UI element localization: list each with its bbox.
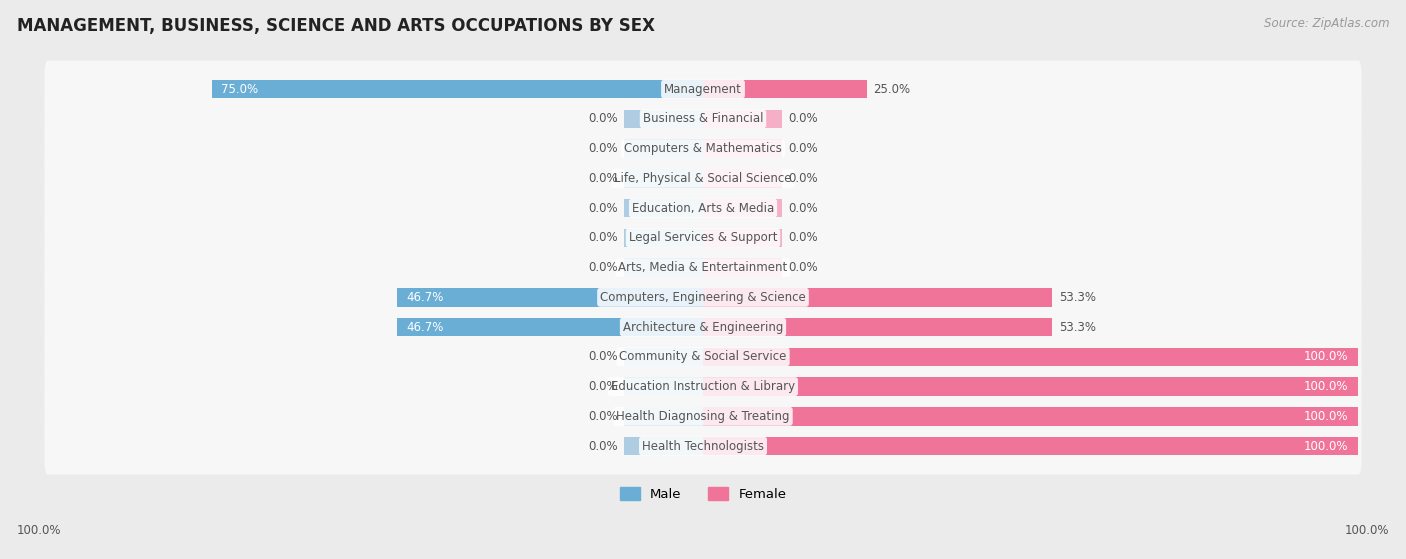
FancyBboxPatch shape [45, 358, 1361, 415]
Text: Health Diagnosing & Treating: Health Diagnosing & Treating [616, 410, 790, 423]
FancyBboxPatch shape [45, 269, 1361, 326]
Text: 25.0%: 25.0% [873, 83, 911, 96]
Bar [703, 318, 1052, 337]
Text: Computers, Engineering & Science: Computers, Engineering & Science [600, 291, 806, 304]
Text: 0.0%: 0.0% [789, 202, 818, 215]
Text: 100.0%: 100.0% [1303, 350, 1348, 363]
Bar [703, 139, 782, 158]
FancyBboxPatch shape [45, 179, 1361, 236]
Bar [703, 110, 782, 128]
Bar [703, 437, 1358, 455]
Legend: Male, Female: Male, Female [614, 481, 792, 506]
Text: Arts, Media & Entertainment: Arts, Media & Entertainment [619, 261, 787, 274]
Text: 0.0%: 0.0% [789, 172, 818, 185]
Text: 0.0%: 0.0% [588, 231, 617, 244]
Text: 100.0%: 100.0% [1303, 410, 1348, 423]
Bar [703, 258, 782, 277]
Text: Computers & Mathematics: Computers & Mathematics [624, 142, 782, 155]
Text: 75.0%: 75.0% [221, 83, 259, 96]
Bar [396, 288, 703, 306]
Text: Architecture & Engineering: Architecture & Engineering [623, 320, 783, 334]
Bar [624, 110, 703, 128]
Text: Management: Management [664, 83, 742, 96]
Text: Education, Arts & Media: Education, Arts & Media [631, 202, 775, 215]
FancyBboxPatch shape [45, 91, 1361, 148]
Text: 0.0%: 0.0% [588, 410, 617, 423]
Bar [703, 80, 868, 98]
Bar [624, 437, 703, 455]
Bar [703, 288, 1052, 306]
Text: 100.0%: 100.0% [1303, 439, 1348, 453]
FancyBboxPatch shape [45, 239, 1361, 296]
Bar [624, 407, 703, 425]
FancyBboxPatch shape [45, 328, 1361, 385]
Text: 53.3%: 53.3% [1059, 291, 1095, 304]
Text: 0.0%: 0.0% [789, 142, 818, 155]
Bar [703, 229, 782, 247]
Bar [703, 169, 782, 188]
Text: Business & Financial: Business & Financial [643, 112, 763, 125]
Bar [624, 377, 703, 396]
Text: 0.0%: 0.0% [789, 231, 818, 244]
Bar [703, 407, 1358, 425]
Text: Health Technologists: Health Technologists [643, 439, 763, 453]
Text: 0.0%: 0.0% [588, 172, 617, 185]
FancyBboxPatch shape [45, 418, 1361, 475]
FancyBboxPatch shape [45, 209, 1361, 267]
Text: Life, Physical & Social Science: Life, Physical & Social Science [614, 172, 792, 185]
Text: 46.7%: 46.7% [406, 291, 444, 304]
Text: Education Instruction & Library: Education Instruction & Library [612, 380, 794, 393]
Text: MANAGEMENT, BUSINESS, SCIENCE AND ARTS OCCUPATIONS BY SEX: MANAGEMENT, BUSINESS, SCIENCE AND ARTS O… [17, 17, 655, 35]
Text: 46.7%: 46.7% [406, 320, 444, 334]
Text: Legal Services & Support: Legal Services & Support [628, 231, 778, 244]
Text: Community & Social Service: Community & Social Service [619, 350, 787, 363]
FancyBboxPatch shape [45, 299, 1361, 356]
Bar [396, 318, 703, 337]
Text: 100.0%: 100.0% [1344, 524, 1389, 537]
FancyBboxPatch shape [45, 120, 1361, 177]
Text: 0.0%: 0.0% [789, 261, 818, 274]
Text: Source: ZipAtlas.com: Source: ZipAtlas.com [1264, 17, 1389, 30]
Text: 100.0%: 100.0% [1303, 380, 1348, 393]
Text: 0.0%: 0.0% [588, 439, 617, 453]
FancyBboxPatch shape [45, 150, 1361, 207]
FancyBboxPatch shape [45, 60, 1361, 117]
Text: 0.0%: 0.0% [588, 142, 617, 155]
Bar [624, 229, 703, 247]
Bar [624, 139, 703, 158]
Text: 0.0%: 0.0% [588, 261, 617, 274]
Text: 53.3%: 53.3% [1059, 320, 1095, 334]
Bar [703, 199, 782, 217]
Bar [624, 348, 703, 366]
Text: 100.0%: 100.0% [17, 524, 62, 537]
Bar [624, 258, 703, 277]
Bar [624, 199, 703, 217]
Bar [624, 169, 703, 188]
Text: 0.0%: 0.0% [588, 380, 617, 393]
Bar [703, 377, 1358, 396]
Text: 0.0%: 0.0% [588, 112, 617, 125]
Text: 0.0%: 0.0% [588, 202, 617, 215]
Text: 0.0%: 0.0% [588, 350, 617, 363]
FancyBboxPatch shape [45, 388, 1361, 445]
Text: 0.0%: 0.0% [789, 112, 818, 125]
Bar [211, 80, 703, 98]
Bar [703, 348, 1358, 366]
